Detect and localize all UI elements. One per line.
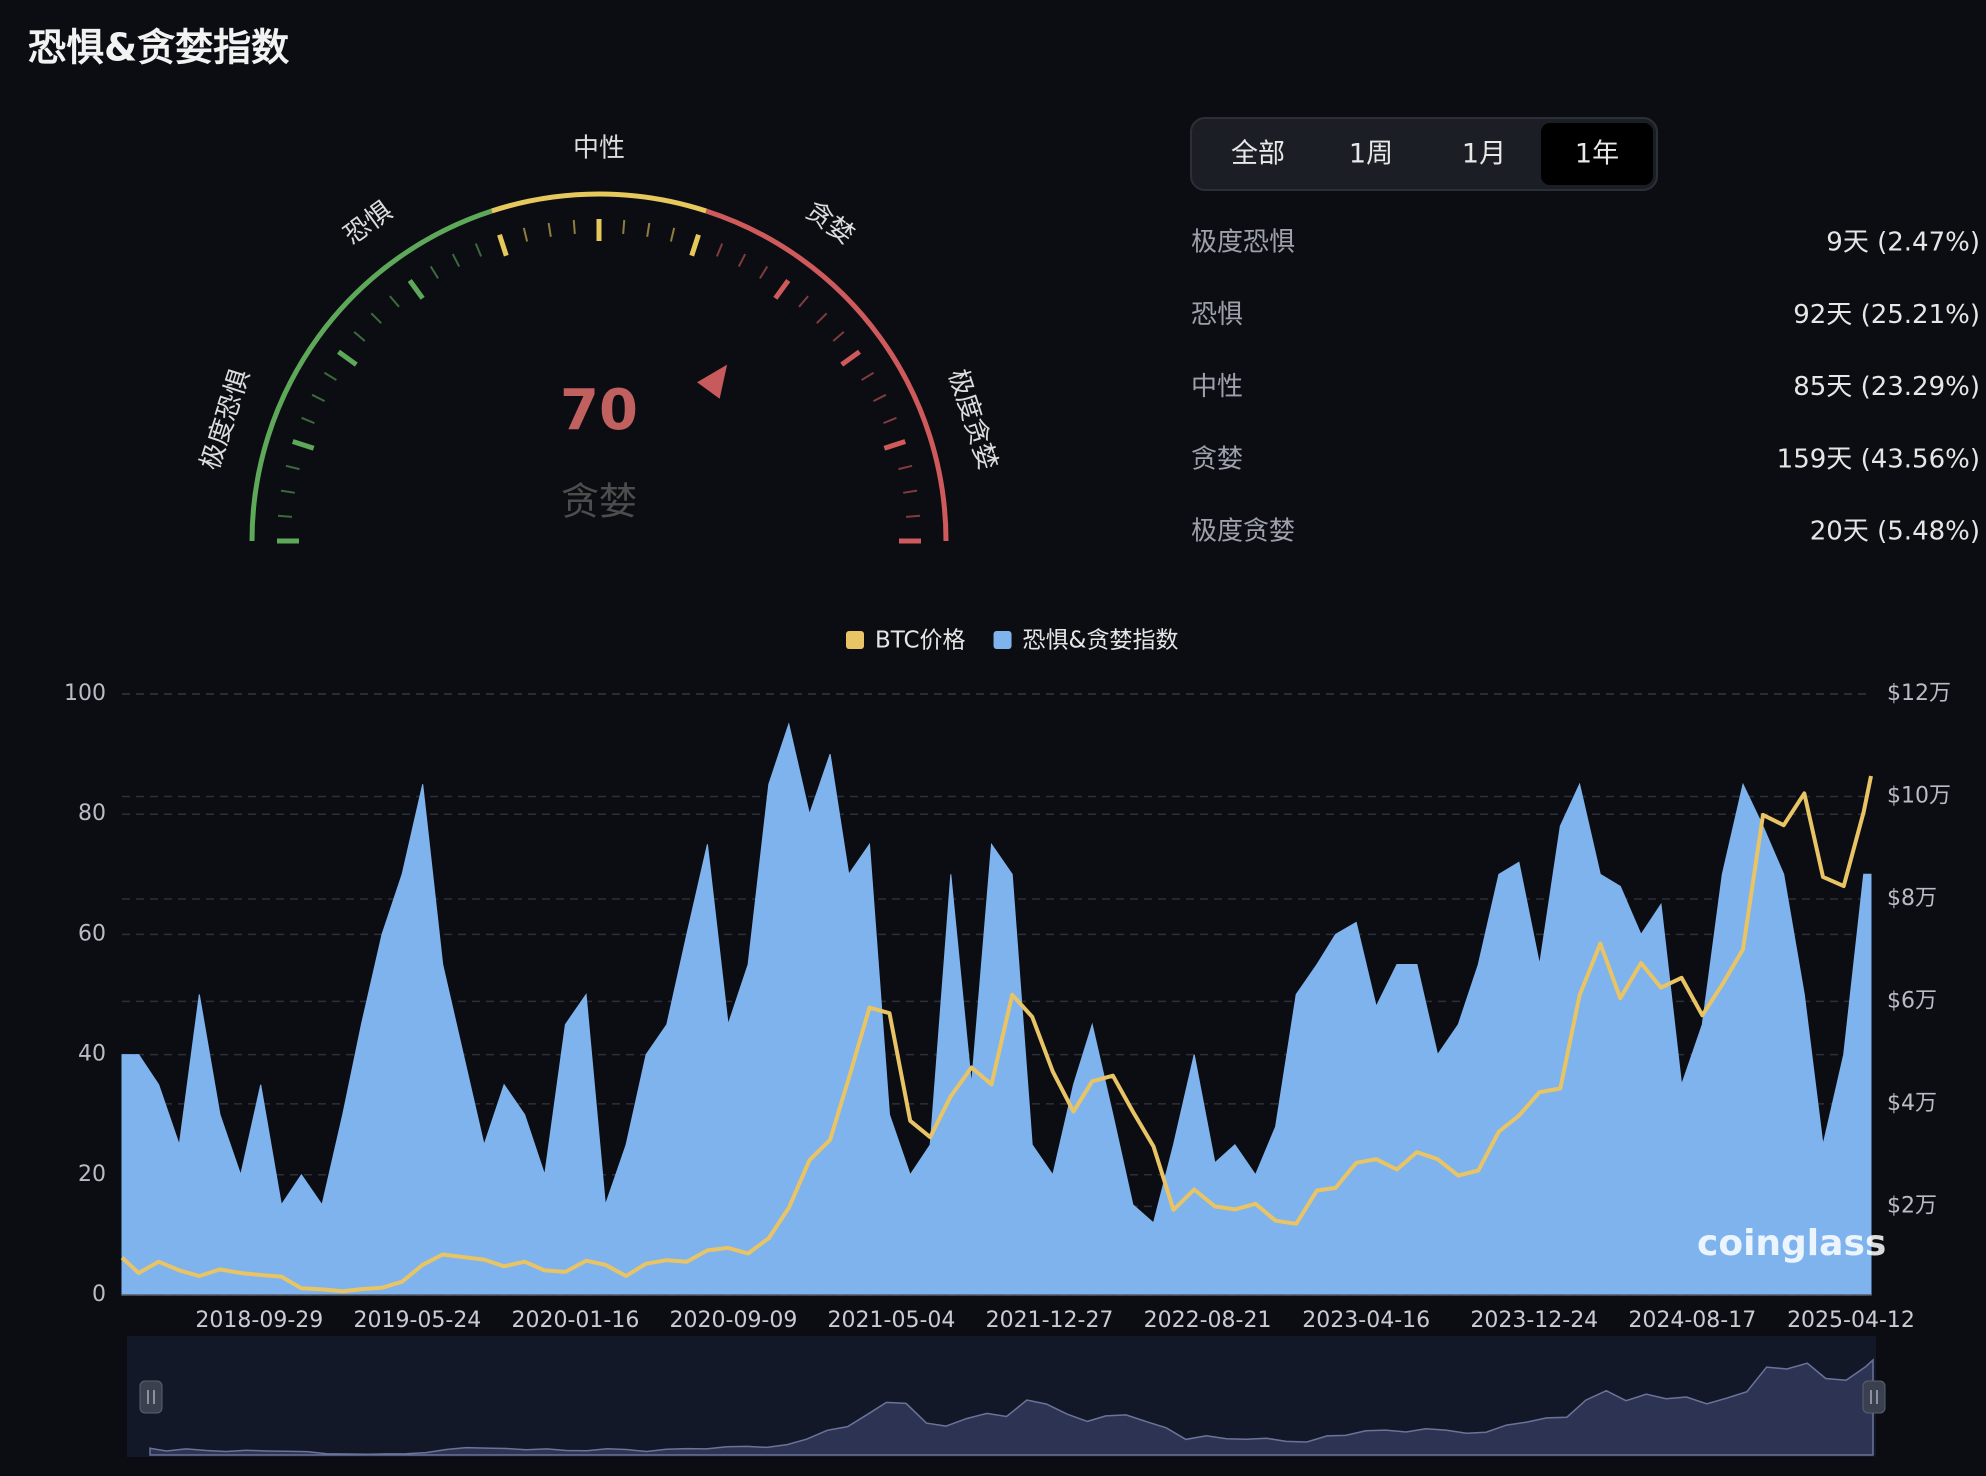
gauge-tick: [353, 331, 366, 342]
line: [120, 775, 1873, 1294]
gauge-tick: [389, 295, 400, 308]
gauge-tick: [370, 312, 382, 324]
tab[interactable]: 全部: [1231, 139, 1285, 170]
y-tick-label: 0: [92, 1282, 106, 1307]
gauge-tick: [798, 295, 809, 308]
gauge-tick: [646, 222, 651, 237]
stat-label: 极度贪婪: [1191, 517, 1295, 547]
tab-active-bg: [1541, 123, 1653, 185]
gauge-tick: [715, 243, 724, 257]
gauge-needle: [697, 364, 728, 399]
gauge-tick: [277, 514, 293, 518]
gauge-tick: [285, 464, 300, 471]
gauge-tick: [572, 219, 576, 235]
legend-swatch: [846, 631, 864, 649]
gauge-tick: [816, 312, 828, 324]
gauge-tick: [861, 371, 875, 381]
x-tick-label: 2023-04-16: [1302, 1308, 1430, 1333]
y2-tick-label: $8万: [1887, 886, 1937, 911]
gauge-tick: [689, 233, 701, 257]
gauge-tick: [291, 439, 315, 451]
legend-label[interactable]: 恐惧&贪婪指数: [1023, 628, 1179, 654]
x-tick-label: 2025-04-12: [1787, 1308, 1915, 1333]
gauge-tick: [547, 222, 552, 237]
watermark: coinglass: [1697, 1223, 1886, 1264]
x-tick-label: 2019-05-24: [353, 1308, 481, 1333]
stat-value: 20天 (5.48%): [1810, 517, 1980, 547]
gauge-tick: [840, 349, 861, 367]
gauge-tick: [872, 393, 887, 403]
area: [121, 722, 1872, 1296]
gauge-tick: [337, 349, 358, 367]
gauge-tick: [474, 243, 483, 257]
gauge-tick: [280, 489, 295, 494]
x-tick-label: 2020-01-16: [511, 1308, 639, 1333]
tab[interactable]: 1年: [1575, 139, 1619, 170]
x-tick-label: 2020-09-09: [670, 1308, 798, 1333]
gauge-tick: [759, 265, 769, 279]
stat-label: 中性: [1191, 372, 1243, 402]
gauge-tick: [737, 253, 747, 268]
y2-tick-label: $4万: [1887, 1091, 1937, 1116]
gauge-tick: [429, 265, 439, 279]
gauge-tick: [311, 393, 326, 403]
x-tick-label: 2021-12-27: [986, 1308, 1114, 1333]
gauge-tick: [905, 514, 921, 518]
gauge-arc: [705, 208, 949, 542]
stat-value: 92天 (25.21%): [1793, 300, 1980, 330]
tab-bar: [1190, 117, 1658, 191]
y2-tick-label: $10万: [1887, 783, 1951, 808]
y-tick-label: 100: [64, 681, 106, 706]
gauge-tick: [301, 416, 315, 425]
gauge-tick: [497, 233, 509, 257]
x-tick-label: 2023-12-24: [1470, 1308, 1598, 1333]
y2-tick-label: $2万: [1887, 1193, 1937, 1218]
gauge-value: 70: [560, 378, 638, 443]
stat-value: 159天 (43.56%): [1777, 444, 1980, 474]
gauge-tick: [773, 279, 791, 300]
y-tick-label: 20: [78, 1162, 106, 1187]
navigator-area: [149, 1358, 1874, 1456]
gauge-tick: [883, 416, 897, 425]
gauge-tick: [323, 371, 337, 381]
tab[interactable]: 1周: [1349, 139, 1393, 170]
y2-tick-label: $12万: [1887, 681, 1951, 706]
stat-label: 极度恐惧: [1191, 228, 1295, 258]
gauge-zone-label: 中性: [573, 134, 625, 164]
navigator-handle[interactable]: [1862, 1380, 1886, 1414]
gauge-tick: [669, 227, 676, 242]
y2-tick-label: $6万: [1887, 988, 1937, 1013]
x-tick-label: 2018-09-29: [195, 1308, 323, 1333]
y-tick-label: 40: [78, 1042, 106, 1067]
x-tick-label: 2021-05-04: [828, 1308, 956, 1333]
x-tick-label: 2022-08-21: [1144, 1308, 1272, 1333]
stat-label: 贪婪: [1191, 444, 1243, 474]
gauge-tick: [903, 489, 918, 494]
gauge-label: 贪婪: [561, 480, 637, 524]
gauge-arc: [490, 191, 708, 214]
x-tick-label: 2024-08-17: [1628, 1308, 1756, 1333]
gauge-tick: [407, 279, 425, 300]
stat-label: 恐惧: [1191, 300, 1243, 330]
tab[interactable]: 1月: [1462, 139, 1506, 170]
legend-swatch: [993, 631, 1012, 649]
gauge-tick: [522, 227, 529, 242]
navigator-handle[interactable]: [139, 1380, 163, 1414]
gauge-tick: [898, 464, 913, 471]
stat-value: 85天 (23.29%): [1793, 372, 1980, 402]
gauge-tick: [622, 219, 626, 235]
legend-label[interactable]: BTC价格: [875, 628, 966, 654]
stat-value: 9天 (2.47%): [1826, 228, 1980, 258]
y-tick-label: 60: [78, 921, 106, 946]
page-title: 恐惧&贪婪指数: [28, 26, 289, 70]
gauge-tick: [451, 253, 461, 268]
gauge-arc: [249, 208, 493, 542]
y-tick-label: 80: [78, 801, 106, 826]
gauge-tick: [832, 331, 845, 342]
gauge-tick: [883, 439, 907, 451]
